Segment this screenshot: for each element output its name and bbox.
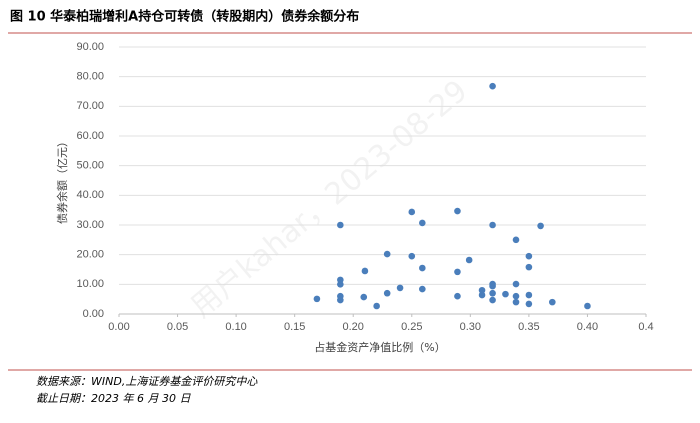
x-tick-label: 0.20: [343, 321, 364, 333]
point: [525, 300, 533, 308]
point: [383, 289, 391, 297]
point: [502, 290, 509, 298]
y-tick-label: 50.00: [76, 160, 104, 172]
point: [419, 264, 426, 272]
y-tick-label: 10.00: [76, 278, 104, 290]
y-axis-title: 债券余额（亿元）: [55, 136, 69, 224]
point: [419, 219, 426, 227]
y-tick-label: 60.00: [76, 130, 104, 142]
point: [478, 286, 486, 294]
date-note: 截止日期：2023 年 6 月 30 日: [36, 392, 191, 405]
point: [525, 252, 533, 260]
point: [337, 296, 344, 304]
point: [537, 222, 544, 230]
y-tick-label: 90.00: [76, 41, 104, 53]
point: [549, 298, 556, 306]
point: [489, 289, 496, 297]
y-tick-label: 40.00: [76, 189, 104, 201]
x-tick-label: 0.15: [284, 321, 305, 333]
point: [313, 295, 321, 303]
point: [360, 293, 368, 301]
point: [373, 302, 380, 310]
x-tick-label: 0.40: [577, 321, 598, 333]
point: [512, 236, 520, 244]
point: [489, 82, 496, 90]
point: [465, 256, 473, 264]
point: [396, 284, 404, 292]
x-tick-label: 0.10: [225, 321, 246, 333]
x-tick-label: 0.35: [518, 321, 539, 333]
point: [525, 263, 533, 271]
y-tick-label: 0.00: [83, 308, 104, 320]
point: [337, 281, 344, 288]
y-tick-label: 70.00: [76, 100, 104, 112]
point: [525, 291, 533, 299]
y-tick-label: 30.00: [76, 219, 104, 231]
watermark: 用户kahar，2023-08-29: [184, 74, 474, 325]
point: [478, 291, 486, 299]
source-note: 数据来源：WIND,上海证券基金评价研究中心: [36, 375, 258, 388]
point: [454, 292, 461, 300]
y-tick-label: 20.00: [76, 249, 104, 261]
point: [383, 250, 391, 258]
point: [454, 207, 461, 215]
point: [419, 285, 426, 293]
x-axis-title: 占基金资产净值比例（%）: [314, 340, 445, 354]
point: [512, 280, 520, 288]
point: [337, 221, 344, 229]
point: [361, 267, 369, 275]
chart-title: 图 10 华泰柏瑞增利A持仓可转债（转股期内）债券余额分布: [10, 9, 359, 25]
x-tick-label: 0.05: [167, 321, 188, 333]
point: [584, 302, 591, 310]
point: [489, 221, 496, 229]
x-tick-label: 0.30: [460, 321, 481, 333]
point: [489, 296, 496, 304]
point: [408, 252, 416, 260]
y-tick-label: 80.00: [76, 71, 104, 83]
x-tick-label: 0.4: [638, 321, 653, 333]
point: [512, 298, 520, 306]
point: [489, 282, 496, 290]
point: [454, 268, 461, 276]
point: [408, 208, 416, 216]
x-tick-label: 0.00: [108, 321, 129, 333]
point: [512, 292, 520, 300]
x-tick-label: 0.25: [401, 321, 422, 333]
